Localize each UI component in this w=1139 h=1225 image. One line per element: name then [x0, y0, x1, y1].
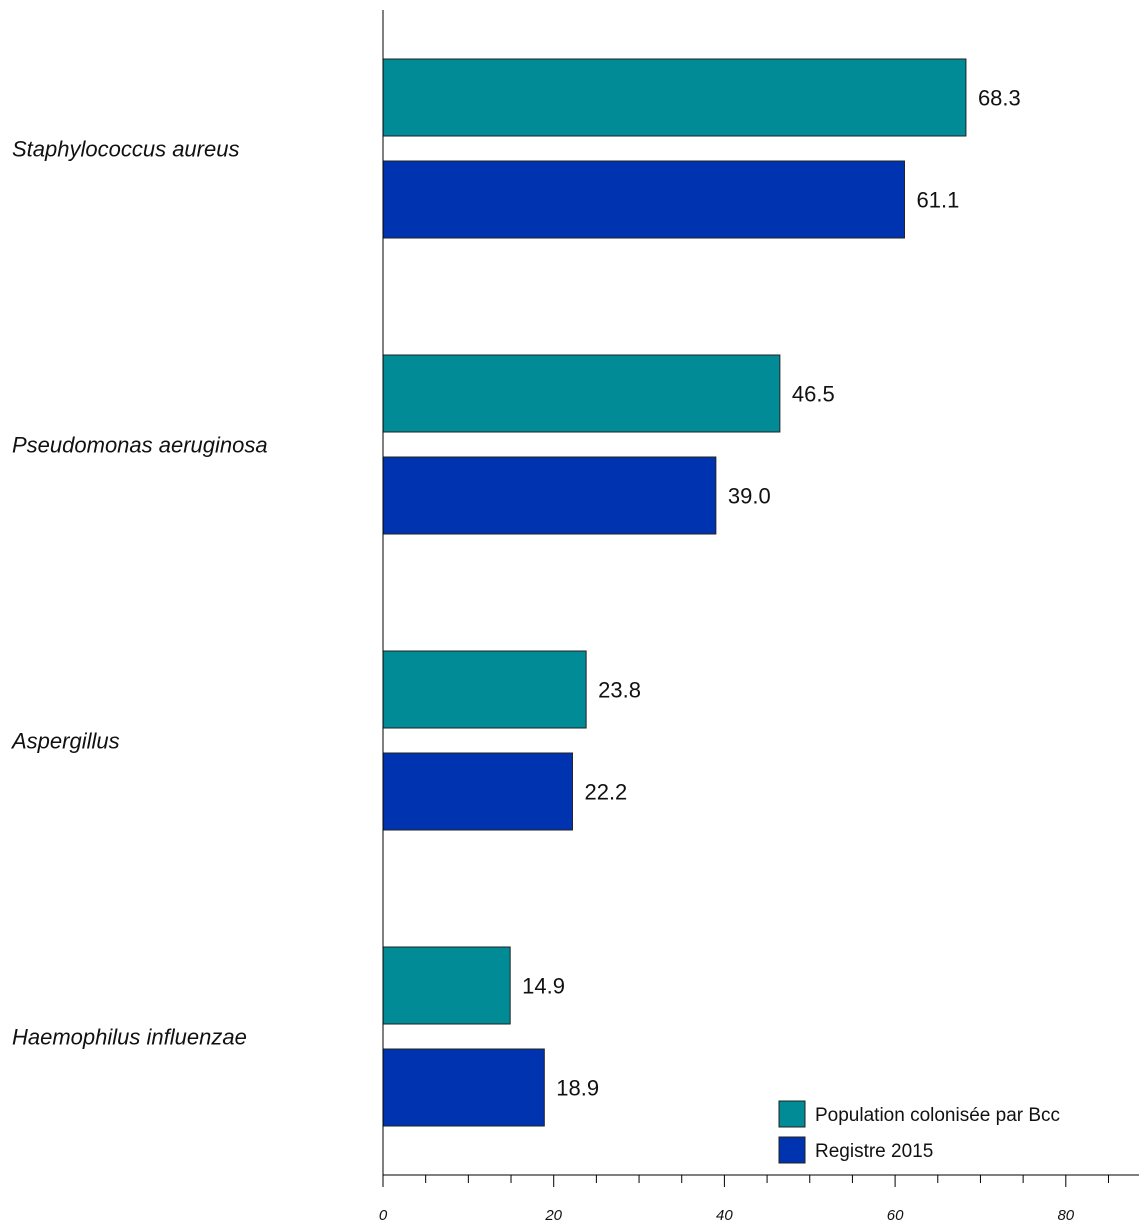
tick-label-40: 40	[716, 1207, 733, 1224]
bar-aspergillus-series-0	[382, 650, 587, 729]
x-axis-ticks: 0 20 40 60 80	[379, 1175, 1109, 1224]
tick-label-80: 80	[1057, 1207, 1074, 1224]
bar-haemophilus-influenzae-series-1	[382, 1048, 545, 1127]
value-label-pseudomonas-aeruginosa-series-1: 39.0	[728, 484, 771, 509]
value-label-staphylococcus-aureus-series-1: 61.1	[916, 188, 959, 213]
labels-layer: Staphylococcus aureus 68.3 61.1 Pseudomonas…	[10, 86, 1021, 1101]
category-label-pseudomonas-aeruginosa: Pseudomonas aeruginosa	[12, 433, 268, 458]
bar-pseudomonas-aeruginosa-series-0	[382, 354, 781, 433]
bar-pseudomonas-aeruginosa-series-1	[382, 456, 717, 535]
value-label-pseudomonas-aeruginosa-series-0: 46.5	[792, 382, 835, 407]
value-label-haemophilus-influenzae-series-0: 14.9	[522, 974, 565, 999]
legend-swatch-bcc	[778, 1100, 806, 1128]
category-label-haemophilus-influenzae: Haemophilus influenzae	[12, 1025, 247, 1050]
value-label-staphylococcus-aureus-series-0: 68.3	[978, 86, 1021, 111]
legend-label-registre: Registre 2015	[815, 1141, 933, 1162]
tick-label-0: 0	[379, 1207, 388, 1224]
value-label-haemophilus-influenzae-series-1: 18.9	[556, 1076, 599, 1101]
bar-staphylococcus-aureus-series-1	[382, 160, 905, 239]
value-label-aspergillus-series-0: 23.8	[598, 678, 641, 703]
category-label-aspergillus: Aspergillus	[10, 729, 120, 754]
value-label-aspergillus-series-1: 22.2	[584, 780, 627, 805]
bars-layer	[382, 58, 967, 1127]
legend-swatch-registre	[778, 1136, 806, 1164]
bar-aspergillus-series-1	[382, 752, 573, 831]
legend-label-bcc: Population colonisée par Bcc	[815, 1105, 1060, 1126]
tick-label-20: 20	[544, 1207, 562, 1224]
tick-label-60: 60	[887, 1207, 904, 1224]
bar-staphylococcus-aureus-series-0	[382, 58, 967, 137]
legend: Population colonisée par Bcc Registre 20…	[778, 1100, 1060, 1164]
category-label-staphylococcus-aureus: Staphylococcus aureus	[12, 137, 239, 162]
bar-haemophilus-influenzae-series-0	[382, 946, 511, 1025]
